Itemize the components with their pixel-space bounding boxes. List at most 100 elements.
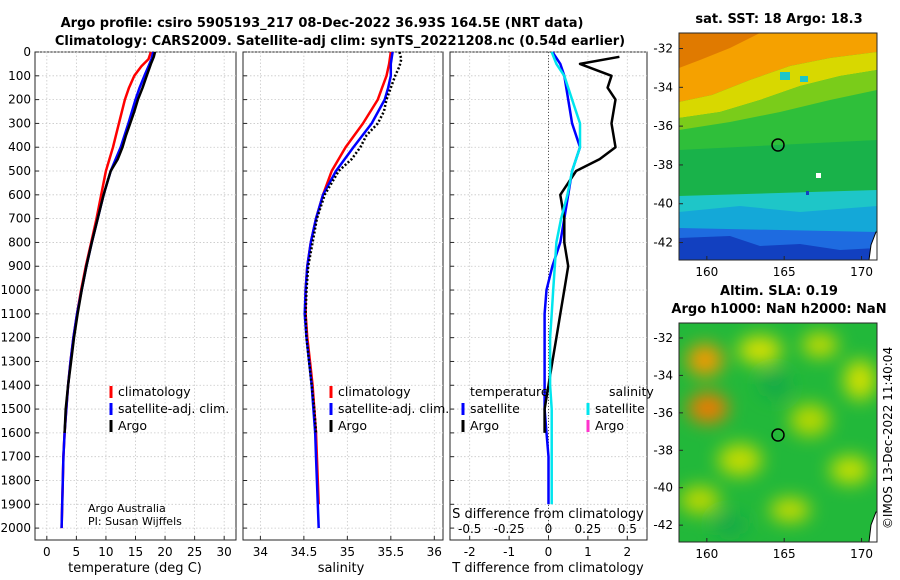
depth-tick-label: 400 (8, 140, 31, 154)
s-difference-xlabel: S difference from climatology (452, 507, 644, 522)
x-tick-label: -2 (464, 545, 476, 559)
sla-field (679, 323, 877, 542)
map-y-tick-label: -34 (653, 80, 673, 94)
x-tick-label: 10 (98, 545, 113, 559)
map-y-tick-label: -38 (653, 158, 673, 172)
timestamp: ©IMOS 13-Dec-2022 11:40:04 (881, 347, 895, 529)
x-tick-label: 5 (73, 545, 81, 559)
difference-legend: temperature salinity satellite Argo sate… (461, 384, 654, 433)
title-line1: Argo profile: csiro 5905193_217 08-Dec-2… (61, 16, 584, 31)
map-x-tick-label: 170 (850, 265, 873, 279)
map-x-tick-label: 160 (695, 547, 718, 561)
depth-tick-label: 1000 (0, 283, 31, 297)
depth-tick-label: 1600 (0, 426, 31, 440)
sla-map-title1: Altim. SLA: 0.19 (720, 284, 838, 299)
legend-satellite-adj-2: satellite-adj. clim. (338, 401, 449, 416)
title-line2: Climatology: CARS2009. Satellite-adj cli… (55, 34, 625, 49)
credit-line2: PI: Susan Wijffels (88, 515, 182, 528)
sst-map-title: sat. SST: 18 Argo: 18.3 (695, 12, 862, 27)
series-line-temperature-argo (543, 55, 620, 433)
legend-t-argo: Argo (470, 418, 499, 433)
s-tick-label: 0.25 (575, 522, 602, 536)
depth-tick-label: 800 (8, 235, 31, 249)
series-line-argo (63, 51, 157, 433)
depth-tick-label: 1200 (0, 331, 31, 345)
x-tick-label: 0 (43, 545, 51, 559)
depth-tick-label: 300 (8, 116, 31, 130)
legend-climatology-2: climatology (338, 384, 411, 399)
map-y-tick-label: -36 (653, 119, 673, 133)
salinity-legend: climatology satellite-adj. clim. Argo (329, 384, 449, 433)
map-y-tick-label: -42 (653, 518, 673, 532)
s-tick-label: 0.5 (618, 522, 637, 536)
series-line-satellite-adj-clim- (303, 51, 394, 529)
map-y-tick-label: -32 (653, 42, 673, 56)
depth-tick-label: 200 (8, 93, 31, 107)
salinity-axes-box (242, 51, 444, 541)
depth-tick-label: 1900 (0, 497, 31, 511)
sla-map-frame (678, 322, 878, 543)
legend-s-argo: Argo (595, 418, 624, 433)
temperature-panel: 0100200300400500600700800900100011001200… (0, 45, 237, 576)
sla-map-title2: Argo h1000: NaN h2000: NaN (671, 302, 886, 317)
temperature-series (60, 51, 157, 529)
series-line-temperature-satellite (543, 51, 582, 505)
map-y-tick-label: -38 (653, 443, 673, 457)
sla-map-tick-labels: 160 165 170 -32 -34 -36 -38 -40 -42 (653, 331, 873, 561)
x-tick-label: 0 (545, 545, 553, 559)
legend-t-satellite: satellite (470, 401, 520, 416)
series-line-argo (304, 51, 403, 433)
map-y-tick-label: -34 (653, 368, 673, 382)
temperature-legend: climatology satellite-adj. clim. Argo (109, 384, 229, 433)
depth-tick-label: 1500 (0, 402, 31, 416)
x-tick-label: 30 (217, 545, 232, 559)
map-y-tick-label: -40 (653, 197, 673, 211)
x-tick-label: 2 (623, 545, 631, 559)
salinity-series (303, 51, 403, 529)
x-tick-label: 20 (157, 545, 172, 559)
temperature-tick-labels: 0 5 10 15 20 25 30 (43, 545, 232, 559)
x-tick-label: 25 (187, 545, 202, 559)
legend-argo-2: Argo (338, 418, 367, 433)
sst-map-tick-labels: 160 165 170 -32 -34 -36 -38 -40 -42 (653, 42, 873, 279)
depth-tick-label: 100 (8, 69, 31, 83)
map-x-tick-label: 165 (773, 547, 796, 561)
series-line-salinity-satellite (548, 51, 582, 505)
legend-col-temperature: temperature (470, 384, 549, 399)
map-y-tick-label: -42 (653, 236, 673, 250)
s-difference-tick-labels: -0.5 -0.25 0 0.25 0.5 (458, 522, 637, 536)
sst-field (679, 33, 877, 260)
t-difference-tick-labels: -2 -1 0 1 2 (464, 545, 631, 559)
depth-tick-label: 1300 (0, 354, 31, 368)
salinity-panel: 34 34.5 35 35.5 36 salinity climatology sate… (242, 51, 449, 576)
x-tick-label: 34 (253, 545, 268, 559)
sst-map-frame (678, 32, 878, 261)
legend-satellite-adj: satellite-adj. clim. (118, 401, 229, 416)
s-tick-label: -0.5 (458, 522, 481, 536)
map-x-tick-label: 165 (773, 265, 796, 279)
depth-tick-label: 500 (8, 164, 31, 178)
map-x-tick-label: 160 (695, 265, 718, 279)
t-difference-xlabel: T difference from climatology (451, 561, 644, 576)
x-tick-label: 35.5 (377, 545, 404, 559)
salinity-xlabel: salinity (318, 561, 365, 576)
salinity-tick-labels: 34 34.5 35 35.5 36 (253, 545, 442, 559)
legend-argo: Argo (118, 418, 147, 433)
x-tick-label: 36 (427, 545, 442, 559)
depth-tick-label: 1100 (0, 307, 31, 321)
depth-tick-label: 700 (8, 212, 31, 226)
sst-profile-marker (771, 138, 785, 152)
temperature-axes-box (34, 51, 237, 541)
difference-series (543, 51, 620, 505)
map-y-tick-label: -36 (653, 406, 673, 420)
map-y-tick-label: -32 (653, 331, 673, 345)
legend-s-satellite: satellite (595, 401, 645, 416)
depth-tick-label: 1400 (0, 378, 31, 392)
depth-tick-label: 1700 (0, 450, 31, 464)
difference-panel: -2 -1 0 1 2 -0.5 -0.25 0 0.25 0.5 S difference f… (449, 51, 654, 576)
depth-tick-label: 2000 (0, 521, 31, 535)
legend-col-salinity: salinity (609, 384, 654, 399)
x-tick-label: 34.5 (291, 545, 318, 559)
sst-map: sat. SST: 18 Argo: 18.3 160 165 170-32-34- (653, 12, 878, 279)
